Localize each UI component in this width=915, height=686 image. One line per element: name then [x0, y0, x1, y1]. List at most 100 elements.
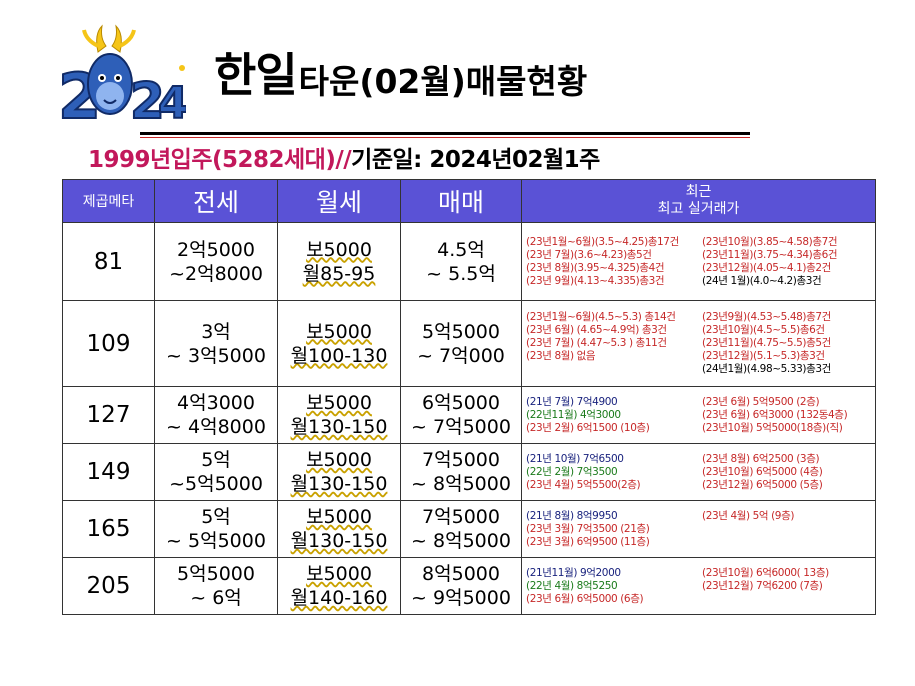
subtitle: 1999년입주(5282세대)//기준일: 2024년02월1주 — [88, 140, 600, 174]
trade-entry: (22년 2월) 7억3500 — [526, 465, 618, 478]
trade-line: (22년11월) 4억3000 (23년 6월) 6억3000 (132동4층) — [526, 409, 873, 422]
jeonse-line: ~5억5000 — [169, 473, 263, 495]
wolse-line: 월130-150 — [290, 416, 388, 438]
trade-history-cell: (23년1월~6월)(4.5~5.3) 총14건 (23년9월)(4.53~5.4… — [521, 300, 876, 387]
trade-entry: (23년11월)(4.75~5.5)총5건 — [702, 337, 831, 349]
maemae-line: ~ 9억5000 — [411, 587, 511, 609]
trade-line: (23년 3월) 6억9500 (11층) — [526, 536, 873, 549]
wolse-line: 월100-130 — [290, 344, 388, 367]
trade-entry: (23년9월)(4.53~5.48)총7건 — [702, 311, 831, 323]
trade-entry: (23년1월~6월)(4.5~5.3) 총14건 — [526, 311, 676, 323]
trade-entry: (23년10월)(4.5~5.5)총6건 — [702, 324, 825, 336]
jeonse-line: ~ 5억5000 — [166, 530, 266, 552]
table-row: 81 2억5000 ~2억8000 보5000 월85-95 4.5억 ~ 5.5억 (23년… — [62, 222, 876, 301]
wolse-line: 보5000 — [306, 320, 372, 343]
maemae-line: ~ 7억5000 — [411, 416, 511, 438]
trade-line: (22년 4월) 8억5250 (23년12월) 7억6200 (7층) — [526, 580, 873, 593]
trade-history-cell: (21년 10월) 7억6500 (23년 8월) 6억2500 (3층) (22년… — [521, 443, 876, 501]
trade-entry: (23년 7월)(3.6~4.23)총5건 — [526, 248, 652, 261]
trade-entry: (24년1월)(4.98~5.33)총3건 — [702, 363, 831, 375]
wolse-cell: 보5000 월130-150 — [277, 500, 401, 558]
jeonse-line: 2억5000 — [177, 238, 255, 261]
maemae-line: ~ 7억000 — [417, 344, 505, 367]
trade-entry: (21년11월) 9억2000 — [526, 566, 621, 579]
trade-entry: (23년 6월) 6억5000 (6층) — [526, 592, 644, 605]
maemae-line: 6억5000 — [422, 392, 500, 414]
trade-entry: (23년 8월)(3.95~4.325)총4건 — [526, 261, 665, 274]
jeonse-line: ~ 6억 — [190, 587, 242, 609]
wolse-line: 보5000 — [306, 563, 372, 585]
title-rest: 타운(02월)매물현황 — [298, 62, 588, 101]
table-row: 109 3억 ~ 3억5000 보5000 월100-130 5억5000 ~ 7억000(… — [62, 300, 876, 387]
trade-entry: (23년 8월) 없음 — [526, 350, 596, 362]
maemae-cell: 5억5000 ~ 7억000 — [400, 300, 522, 387]
trade-entry: (23년 3월) 6억9500 (11층) — [526, 535, 650, 548]
area-cell: 205 — [62, 557, 155, 615]
header-recent-trades: 최근 최고 실거래가 — [521, 179, 876, 223]
jeonse-line: 4억3000 — [177, 392, 255, 414]
trade-line: (23년 7월) (4.47~5.3 ) 총11건 (23년11월)(4.75~5… — [526, 337, 873, 350]
trade-entry: (23년 4월) 5억5500(2층) — [526, 478, 641, 491]
trade-entry: (23년 7월) (4.47~5.3 ) 총11건 — [526, 337, 667, 349]
table-header-row: 제곱메타 전세 월세 매매 최근 최고 실거래가 — [62, 179, 876, 223]
wolse-cell: 보5000 월140-160 — [277, 557, 401, 615]
jeonse-line: 5억 — [201, 449, 231, 471]
trade-line: (23년 8월) 없음 (23년12월)(5.1~5.3)총3건 — [526, 350, 873, 363]
logo-2024-dragon: 2 2 4 — [57, 22, 190, 134]
wolse-cell: 보5000 월100-130 — [277, 300, 401, 387]
wolse-line: 보5000 — [306, 506, 372, 528]
trade-entry: (23년 6월) 6억3000 (132동4층) — [702, 408, 848, 421]
trade-line: (23년1월~6월)(4.5~5.3) 총14건 (23년9월)(4.53~5.4… — [526, 311, 873, 324]
header-maemae: 매매 — [400, 179, 522, 223]
trade-line: (23년1월~6월)(3.5~4.25)총17건 (23년10월)(3.85~4.… — [526, 236, 873, 249]
maemae-cell: 7억5000 ~ 8억5000 — [400, 500, 522, 558]
wolse-cell: 보5000 월130-150 — [277, 386, 401, 444]
area-cell: 109 — [62, 300, 155, 387]
header-recent: 최근 — [685, 184, 712, 200]
trade-history-cell: (21년 8월) 8억9950 (23년 4월) 5억 (9층) (23년 3월) … — [521, 500, 876, 558]
table-row: 205 5억5000 ~ 6억 보5000 월140-160 8억5000 ~ 9억5000… — [62, 557, 876, 615]
trade-entry: (23년 6월) 5억9500 (2층) — [702, 395, 820, 408]
listing-table: 제곱메타 전세 월세 매매 최근 최고 실거래가 81 2억5000 ~2억8000… — [62, 179, 876, 615]
table-row: 165 5억 ~ 5억5000 보5000 월130-150 7억5000 ~ 8억5000… — [62, 500, 876, 558]
trade-entry: (23년 3월) 7억3500 (21층) — [526, 522, 650, 535]
wolse-line: 보5000 — [306, 392, 372, 414]
trade-entry: (23년12월) 7억6200 (7층) — [702, 579, 823, 592]
trade-line: (21년 7월) 7억4900 (23년 6월) 5억9500 (2층) — [526, 396, 873, 409]
trade-entry: (23년10월) 6억6000( 13층) — [702, 566, 829, 579]
jeonse-cell: 4억3000 ~ 4억8000 — [154, 386, 278, 444]
trade-entry: (23년10월) 5억5000(18층)(직) — [702, 421, 843, 434]
wolse-cell: 보5000 월130-150 — [277, 443, 401, 501]
maemae-line: ~ 8억5000 — [411, 473, 511, 495]
header-jeonse: 전세 — [154, 179, 278, 223]
trade-line: (23년 2월) 6억1500 (10층) (23년10월) 5억5000(18층… — [526, 422, 873, 435]
jeonse-cell: 5억5000 ~ 6억 — [154, 557, 278, 615]
wolse-line: 보5000 — [306, 449, 372, 471]
trade-entry: (22년 4월) 8억5250 — [526, 579, 618, 592]
maemae-line: 7억5000 — [422, 449, 500, 471]
trade-line: (21년 10월) 7억6500 (23년 8월) 6억2500 (3층) — [526, 453, 873, 466]
trade-entry: (23년12월)(5.1~5.3)총3건 — [702, 350, 825, 362]
jeonse-line: ~2억8000 — [169, 262, 263, 285]
trade-entry — [526, 363, 702, 376]
trade-line: (24년1월)(4.98~5.33)총3건 — [526, 363, 873, 376]
trade-line: (23년 6월) (4.65~4.9억) 총3건 (23년10월)(4.5~5.5… — [526, 324, 873, 337]
maemae-cell: 4.5억 ~ 5.5억 — [400, 222, 522, 301]
trade-entry: (23년1월~6월)(3.5~4.25)총17건 — [526, 235, 679, 248]
trade-line: (21년 8월) 8억9950 (23년 4월) 5억 (9층) — [526, 510, 873, 523]
page-title: 한일 타운(02월)매물현황 — [214, 52, 587, 98]
trade-line: (23년 7월)(3.6~4.23)총5건 (23년11월)(3.75~4.34)… — [526, 249, 873, 262]
trade-line: (23년 4월) 5억5500(2층) (23년12월) 6억5000 (5층) — [526, 479, 873, 492]
trade-line: (23년 8월)(3.95~4.325)총4건 (23년12월)(4.05~4.1… — [526, 262, 873, 275]
base-date: 기준일: 2024년02월1주 — [351, 147, 600, 173]
wolse-line: 월85-95 — [302, 262, 376, 285]
title-underline — [140, 132, 750, 135]
maemae-line: 4.5억 — [437, 238, 485, 261]
header-area: 제곱메타 — [62, 179, 155, 223]
trade-line: (22년 2월) 7억3500 (23년10월) 6억5000 (4층) — [526, 466, 873, 479]
header-wolse: 월세 — [277, 179, 401, 223]
trade-history-cell: (21년 7월) 7억4900 (23년 6월) 5억9500 (2층) (22년1… — [521, 386, 876, 444]
jeonse-cell: 5억 ~ 5억5000 — [154, 500, 278, 558]
trade-line: (23년 9월)(4.13~4.335)총3건 (24년 1월)(4.0~4.2)… — [526, 275, 873, 288]
trade-entry: (23년10월) 6억5000 (4층) — [702, 465, 823, 478]
